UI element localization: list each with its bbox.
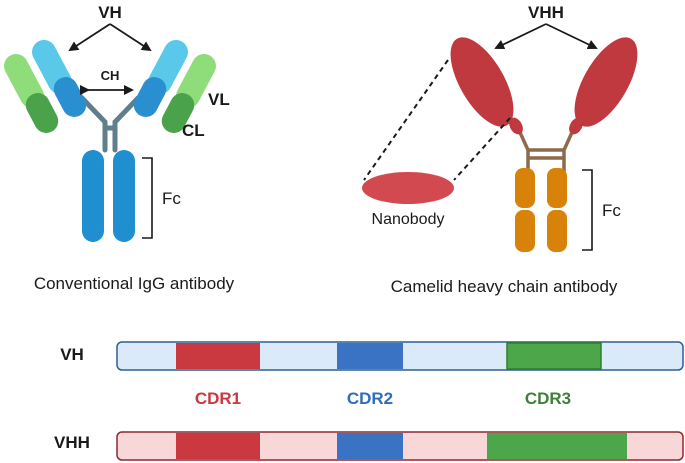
camelid-left-vhh-domain: [450, 37, 514, 127]
vhh-cdr2-segment: [337, 433, 403, 459]
igg-antibody: VH CH VL CL Fc Conventional IgG antibody: [4, 3, 235, 293]
igg-right-cl-domain: [161, 93, 195, 133]
vh-bar-label: VH: [60, 345, 84, 364]
cdr2-label: CDR2: [347, 389, 393, 408]
camelid-fc-label: Fc: [602, 201, 621, 220]
camelid-vhh-arrow-left: [494, 23, 547, 50]
camelid-right-vhh-domain: [574, 37, 638, 127]
nanobody-label: Nanobody: [372, 211, 445, 228]
vhh-sequence-bar: VHH: [54, 431, 684, 461]
vh-sequence-bar: VH: [60, 341, 684, 371]
igg-fc-left: [82, 150, 104, 242]
camelid-fc-left-lower: [515, 210, 535, 252]
camelid-fc-right-upper: [547, 168, 567, 208]
vhh-bar-label: VHH: [54, 433, 90, 452]
vhh-cdr1-segment: [176, 433, 260, 459]
igg-vh-label: VH: [98, 3, 122, 22]
igg-vh-arrow-left: [68, 23, 111, 52]
vhh-cdr3-segment: [487, 433, 627, 459]
camelid-vhh-label: VHH: [528, 3, 564, 22]
vh-cdr1-segment: [176, 343, 260, 369]
igg-caption: Conventional IgG antibody: [34, 274, 235, 293]
camelid-hinge: [516, 126, 576, 174]
igg-hinge: [79, 95, 141, 153]
nanobody-dashed-line-upper: [363, 59, 449, 181]
nanobody-domain: [362, 172, 454, 204]
igg-fc-label: Fc: [162, 189, 181, 208]
camelid-fc-left-upper: [515, 168, 535, 208]
nanobody-dashed-line-lower: [453, 117, 511, 181]
camelid-antibody: VHH Nanobody Fc Camelid heavy chain anti…: [362, 3, 638, 296]
cdr1-label: CDR1: [195, 389, 241, 408]
igg-left-ch-domain: [53, 77, 87, 117]
camelid-left-vhh-neck: [509, 117, 523, 135]
igg-cl-label: CL: [182, 121, 205, 140]
igg-ch-label: CH: [101, 68, 120, 83]
igg-vl-label: VL: [208, 90, 230, 109]
igg-left-cl-domain: [25, 93, 59, 133]
camelid-caption: Camelid heavy chain antibody: [391, 277, 618, 296]
vh-cdr3-segment: [506, 342, 602, 370]
camelid-fc-right-lower: [547, 210, 567, 252]
igg-fc-bracket: [142, 157, 153, 239]
vh-cdr2-segment: [337, 343, 403, 369]
igg-vh-arrow-right: [109, 23, 152, 52]
camelid-right-vhh-neck: [569, 117, 583, 135]
camelid-vhh-arrow-right: [545, 23, 598, 50]
cdr3-label: CDR3: [525, 389, 571, 408]
igg-right-ch-domain: [133, 77, 167, 117]
igg-fc-right: [113, 150, 135, 242]
camelid-fc-bracket: [582, 169, 593, 251]
